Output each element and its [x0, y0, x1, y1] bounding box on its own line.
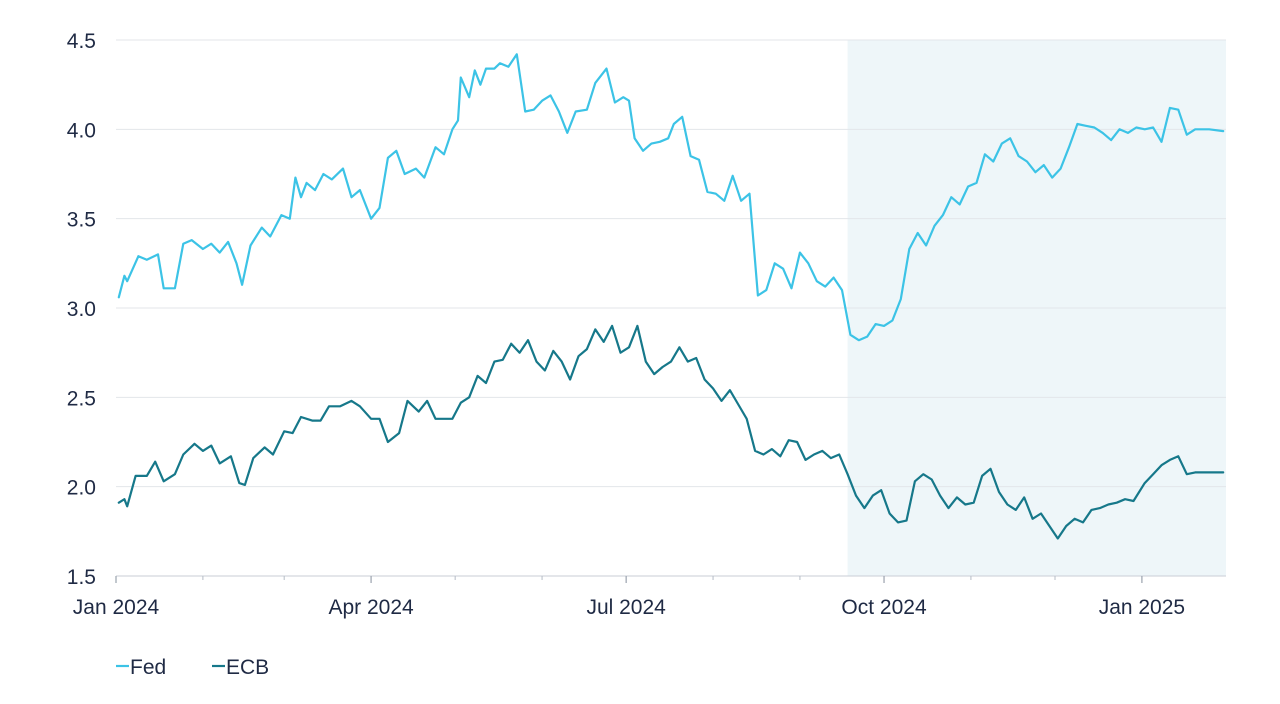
gridlines-layer: [116, 39, 1226, 488]
x-tick-label: Jul 2024: [586, 596, 666, 619]
y-tick-label: 2.5: [67, 387, 96, 410]
y-tick-label: 1.5: [67, 566, 96, 589]
series-layer: [117, 53, 1225, 540]
y-tick-label: 3.5: [67, 209, 96, 232]
x-tick-label: Jan 2024: [73, 596, 160, 619]
x-axis-labels: Jan 2024 Apr 2024 Jul 2024 Oct 2024 Jan 2025: [73, 596, 1185, 619]
legend-item-ecb: ECB: [212, 656, 269, 679]
legend: Fed ECB: [116, 656, 269, 679]
y-axis-labels: 1.5 2.0 2.5 3.0 3.5 4.0 4.5: [67, 30, 96, 589]
x-tick-label: Apr 2024: [328, 596, 414, 619]
y-tick-label: 4.0: [67, 119, 96, 142]
x-tick-label: Jan 2025: [1099, 596, 1185, 619]
y-tick-label: 2.0: [67, 477, 96, 500]
x-tick-label: Oct 2024: [841, 596, 927, 619]
legend-label: ECB: [226, 656, 269, 679]
legend-label: Fed: [130, 656, 166, 679]
y-tick-label: 3.0: [67, 298, 96, 321]
x-axis: [115, 575, 1226, 583]
series-line-ecb: [117, 324, 1225, 540]
y-tick-label: 4.5: [67, 30, 96, 53]
legend-item-fed: Fed: [116, 656, 166, 679]
series-line-fed: [117, 53, 1225, 342]
